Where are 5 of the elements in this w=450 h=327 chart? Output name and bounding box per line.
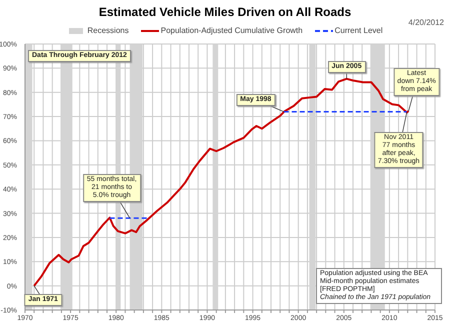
legend-label: Population-Adjusted Cumulative Growth (160, 26, 303, 35)
legend-label: Current Level (334, 26, 383, 35)
text: 4/20/2012 (408, 18, 444, 27)
chart-title: Estimated Vehicle Miles Driven on All Roads (98, 5, 352, 19)
legend-label: Recessions (86, 26, 129, 35)
